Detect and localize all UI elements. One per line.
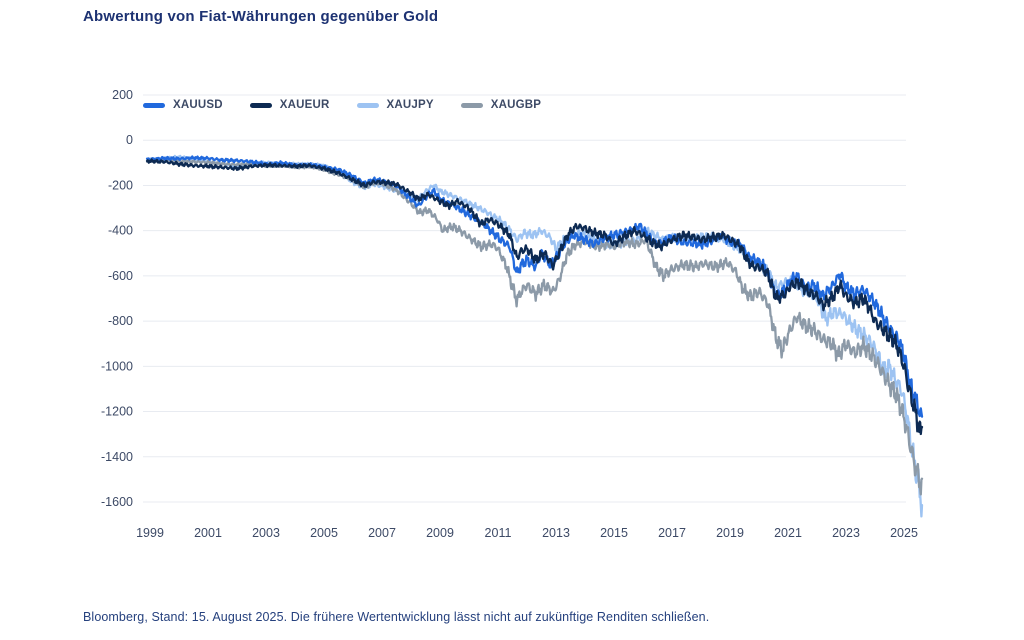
source-note: Bloomberg, Stand: 15. August 2025. Die f… [83,610,710,624]
y-tick-label: 200 [112,88,133,102]
x-tick-label: 2007 [368,526,396,540]
y-tick-label: -800 [108,314,133,328]
legend-item-xauusd: XAUUSD [143,99,223,111]
series-line-xaugbp [145,157,924,496]
legend-label: XAUJPY [386,99,434,111]
y-tick-label: -600 [108,269,133,283]
x-tick-label: 2023 [832,526,860,540]
legend-swatch-xaujpy [356,102,379,108]
y-tick-label: -1200 [101,405,133,419]
x-tick-label: 2019 [716,526,744,540]
x-tick-label: 2017 [658,526,686,540]
legend-item-xaugbp: XAUGBP [460,99,542,111]
x-tick-label: 2009 [426,526,454,540]
legend-label: XAUEUR [279,99,330,111]
series-line-xaujpy [145,154,924,518]
series-line-xauusd [145,155,924,418]
x-tick-label: 2001 [194,526,222,540]
legend-swatch-xaugbp [460,102,483,108]
x-tick-label: 2013 [542,526,570,540]
x-tick-label: 2025 [890,526,918,540]
x-tick-label: 2005 [310,526,338,540]
x-tick-label: 1999 [136,526,164,540]
legend-swatch-xauusd [143,102,165,108]
legend-item-xaujpy: XAUJPY [356,99,434,111]
chart-title: Abwertung von Fiat-Währungen gegenüber G… [83,8,439,25]
legend-label: XAUUSD [173,99,223,111]
y-tick-label: -1000 [101,359,133,373]
x-tick-label: 2011 [485,526,512,540]
y-tick-label: -200 [108,178,133,192]
y-tick-label: -1400 [101,450,133,464]
legend-swatch-xaueur [249,102,272,108]
x-tick-label: 2021 [774,526,802,540]
series-line-xaueur [145,158,924,436]
y-tick-label: -1600 [101,495,133,509]
x-tick-label: 2003 [252,526,280,540]
legend-label: XAUGBP [490,99,542,111]
legend-item-xaueur: XAUEUR [249,99,330,111]
y-tick-label: -400 [108,224,133,238]
chart-legend: XAUUSD XAUEUR XAUJPY XAUGBP [143,99,541,111]
y-tick-label: 0 [126,133,133,147]
x-tick-label: 2015 [600,526,628,540]
